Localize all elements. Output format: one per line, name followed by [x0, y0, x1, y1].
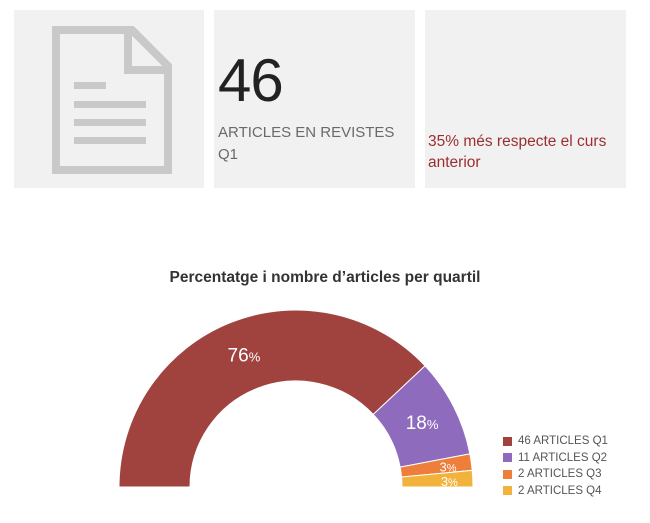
articles-count-value: 46 — [218, 47, 284, 114]
chart-title: Percentatge i nombre d’articles per quar… — [169, 269, 481, 286]
articles-count-label: ARTICLES EN REVISTES Q1 — [218, 124, 395, 163]
document-icon-card — [14, 10, 204, 188]
legend-item-q4: 2 ARTICLES Q4 — [503, 483, 608, 500]
legend-label-q2: 11 ARTICLES Q2 — [518, 451, 608, 464]
legend-label-q3: 2 ARTICLES Q3 — [518, 468, 602, 481]
legend-swatch-q4 — [503, 486, 512, 496]
document-icon — [52, 26, 172, 174]
donut-slice-q1 — [118, 309, 426, 488]
donut-label-q1: 76% — [228, 345, 261, 366]
donut-label-q2: 18% — [406, 413, 439, 434]
donut-slice-q4 — [400, 469, 474, 488]
legend-item-q3: 2 ARTICLES Q3 — [503, 466, 608, 483]
year-change-card: 35% més respecte el curs anterior — [425, 10, 626, 188]
legend-label-q4: 2 ARTICLES Q4 — [518, 484, 602, 497]
legend-swatch-q3 — [503, 469, 512, 479]
donut-label-q3: 3% — [439, 459, 456, 474]
legend-item-q1: 46 ARTICLES Q1 — [503, 433, 608, 450]
legend-swatch-q1 — [503, 436, 512, 446]
legend-label-q1: 46 ARTICLES Q1 — [518, 435, 608, 448]
legend-item-q2: 11 ARTICLES Q2 — [503, 450, 608, 467]
articles-count-card: 46 ARTICLES EN REVISTES Q1 — [214, 10, 415, 188]
chart-legend: 46 ARTICLES Q1 11 ARTICLES Q2 2 ARTICLES Q… — [503, 433, 608, 499]
year-change-text: 35% més respecte el curs anterior — [428, 133, 607, 171]
legend-swatch-q2 — [503, 453, 512, 463]
donut-label-q4: 3% — [441, 474, 458, 489]
